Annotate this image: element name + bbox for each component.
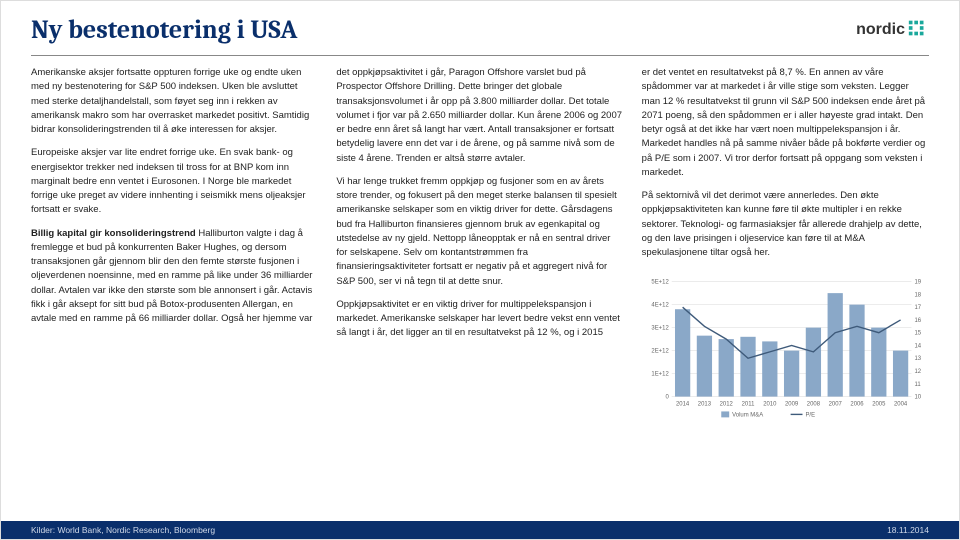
svg-text:2010: 2010 [763, 402, 777, 408]
page-footer: Kilder: World Bank, Nordic Research, Blo… [1, 521, 959, 539]
column-1: Amerikanske aksjer fortsatte oppturen fo… [31, 66, 318, 431]
svg-text:2011: 2011 [741, 402, 754, 408]
page-title: Ny bestenotering i USA [31, 15, 297, 45]
svg-text:5E+12: 5E+12 [651, 280, 668, 286]
column-3: er det ventet en resultatvekst på 8,7 %.… [642, 66, 929, 431]
svg-text:2E+12: 2E+12 [651, 349, 668, 355]
col1-p2: Europeiske aksjer var lite endret forrig… [31, 146, 318, 217]
ma-chart: 0 1E+12 2E+12 3E+12 4E+12 5E+12 10 11 12 13 14 15 16… [642, 275, 929, 425]
svg-text:2014: 2014 [676, 402, 690, 408]
svg-text:2008: 2008 [806, 402, 820, 408]
column-2: det oppkjøpsaktivitet i går, Paragon Off… [336, 66, 623, 431]
svg-text:16: 16 [914, 318, 921, 324]
col2-p2: Vi har lenge trukket fremm oppkjøp og fu… [336, 175, 623, 289]
page-header: Ny bestenotering i USA nordic [1, 1, 959, 49]
svg-text:11: 11 [914, 382, 921, 388]
svg-text:12: 12 [914, 369, 921, 375]
logo-text: nordic [856, 21, 905, 39]
svg-text:P/E: P/E [805, 413, 815, 419]
svg-text:19: 19 [914, 280, 921, 286]
svg-text:17: 17 [914, 305, 921, 311]
svg-text:10: 10 [914, 395, 921, 401]
svg-text:2004: 2004 [894, 402, 908, 408]
footer-date: 18.11.2014 [887, 525, 929, 535]
footer-sources: Kilder: World Bank, Nordic Research, Blo… [31, 525, 215, 535]
brand-logo: nordic [856, 17, 929, 44]
svg-text:0: 0 [665, 395, 669, 401]
svg-text:18: 18 [914, 293, 921, 299]
col1-p3-body: Halliburton valgte i dag å fremlegge et … [31, 228, 312, 325]
svg-text:13: 13 [914, 356, 921, 362]
col3-p1: er det ventet en resultatvekst på 8,7 %.… [642, 66, 929, 180]
svg-text:1E+12: 1E+12 [651, 372, 668, 378]
body-columns: Amerikanske aksjer fortsatte oppturen fo… [1, 56, 959, 431]
col1-p1: Amerikanske aksjer fortsatte oppturen fo… [31, 66, 318, 137]
col1-p3: Billig kapital gir konsolideringstrend H… [31, 227, 318, 327]
svg-text:2009: 2009 [785, 402, 799, 408]
svg-text:Volum M&A: Volum M&A [732, 413, 763, 419]
svg-text:4E+12: 4E+12 [651, 303, 668, 309]
col3-p2: På sektornivå vil det derimot være anner… [642, 189, 929, 260]
col2-p3: Oppkjøpsaktivitet er en viktig driver fo… [336, 298, 623, 341]
svg-text:2005: 2005 [872, 402, 886, 408]
logo-dots-icon [907, 17, 929, 44]
svg-text:2013: 2013 [697, 402, 711, 408]
col1-p3-lead: Billig kapital gir konsolideringstrend [31, 228, 196, 239]
svg-text:2006: 2006 [850, 402, 864, 408]
svg-text:15: 15 [914, 331, 921, 337]
chart-container: 0 1E+12 2E+12 3E+12 4E+12 5E+12 10 11 12 13 14 15 16… [642, 269, 929, 430]
svg-text:2007: 2007 [828, 402, 841, 408]
col2-p1: det oppkjøpsaktivitet i går, Paragon Off… [336, 66, 623, 166]
svg-text:2012: 2012 [719, 402, 732, 408]
svg-text:14: 14 [914, 344, 921, 350]
svg-text:3E+12: 3E+12 [651, 326, 668, 332]
